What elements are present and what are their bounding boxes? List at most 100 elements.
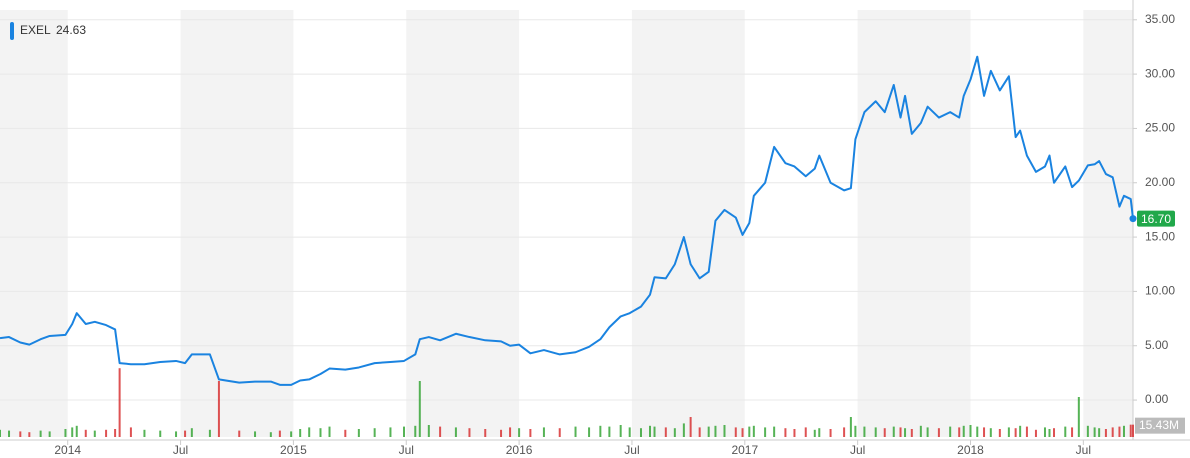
volume-bar	[328, 426, 331, 437]
volume-bar	[114, 429, 117, 437]
volume-bar	[818, 428, 821, 437]
shade-band	[406, 10, 520, 437]
volume-bar	[542, 427, 545, 437]
volume-bar	[518, 428, 521, 437]
volume-bar	[849, 417, 852, 437]
volume-bar	[19, 431, 22, 437]
x-tick-label: 2018	[957, 443, 984, 457]
volume-bar	[39, 430, 42, 437]
volume-bar	[937, 428, 940, 437]
volume-bar	[290, 431, 293, 437]
volume-bar	[1111, 427, 1114, 437]
volume-bar	[682, 423, 685, 437]
volume-bar	[773, 426, 776, 437]
x-tick-label: Jul	[173, 443, 188, 457]
volume-bar	[714, 425, 717, 437]
volume-bar	[1086, 425, 1089, 437]
legend-value: 24.63	[56, 23, 86, 37]
volume-bar	[1019, 425, 1022, 437]
volume-bar	[1077, 397, 1080, 437]
volume-bar	[989, 428, 992, 437]
volume-bar	[574, 426, 577, 437]
volume-bar	[1048, 429, 1051, 437]
volume-bar	[484, 429, 487, 437]
y-tick-label: 10.00	[1145, 284, 1175, 298]
volume-bar	[1129, 424, 1132, 437]
volume-bar	[319, 428, 322, 437]
volume-bar	[608, 426, 611, 437]
volume-bar	[664, 427, 667, 437]
volume-bar	[1118, 426, 1121, 437]
volume-bar	[829, 429, 832, 437]
volume-bar	[454, 427, 457, 437]
volume-bar	[707, 426, 710, 437]
y-tick-label: 30.00	[1145, 66, 1175, 80]
volume-bar	[75, 425, 78, 437]
volume-bar	[748, 426, 751, 437]
volume-bar	[734, 427, 737, 437]
volume-bar	[373, 428, 376, 437]
volume-bar	[402, 426, 405, 437]
volume-bar	[184, 430, 187, 437]
volume-bar	[653, 426, 656, 437]
volume-bar	[357, 429, 360, 437]
volume-bar	[926, 427, 929, 437]
volume-bar	[949, 426, 952, 437]
x-tick-label: 2015	[280, 443, 307, 457]
volume-bar	[439, 426, 442, 437]
x-tick-label: Jul	[1076, 443, 1091, 457]
volume-bar	[71, 427, 74, 437]
volume-bar	[752, 425, 755, 437]
volume-bar	[969, 425, 972, 437]
volume-bar	[784, 428, 787, 437]
volume-bar	[1122, 425, 1125, 437]
volume-bar	[854, 425, 857, 437]
volume-bar	[976, 426, 979, 437]
volume-bar	[764, 427, 767, 437]
volume-bar	[698, 427, 701, 437]
x-tick-label: Jul	[399, 443, 414, 457]
shade-band	[1083, 10, 1133, 437]
volume-bar	[813, 429, 816, 437]
volume-bar	[883, 428, 886, 437]
volume-bar	[143, 429, 146, 437]
volume-bar	[962, 425, 965, 437]
volume-bar	[159, 430, 162, 437]
volume-bar	[190, 428, 193, 437]
volume-bar	[649, 425, 652, 437]
volume-bar	[8, 430, 11, 437]
volume-bar	[509, 427, 512, 437]
x-tick-label: Jul	[850, 443, 865, 457]
volume-bar	[28, 432, 31, 437]
x-tick-label: 2016	[506, 443, 533, 457]
x-tick-label: Jul	[624, 443, 639, 457]
volume-bar	[238, 430, 241, 437]
volume-bar	[904, 428, 907, 437]
volume-bar	[427, 425, 430, 437]
volume-bar	[500, 429, 503, 437]
x-tick-label: 2017	[731, 443, 758, 457]
volume-bar	[269, 432, 272, 437]
volume-bar	[48, 431, 51, 437]
volume-bar	[1093, 427, 1096, 437]
volume-bar	[217, 381, 220, 437]
volume-bar	[414, 425, 417, 437]
volume-bar	[175, 431, 178, 437]
volume-bar	[1071, 427, 1074, 437]
volume-bar	[418, 381, 421, 437]
volume-bar	[344, 429, 347, 437]
volume-bar	[1132, 424, 1134, 437]
volume-bar	[93, 430, 96, 437]
volume-bar	[892, 426, 895, 437]
shade-band	[180, 10, 294, 437]
y-tick-label: 0.00	[1145, 392, 1169, 406]
y-tick-label: 20.00	[1145, 175, 1175, 189]
shade-band	[631, 10, 745, 437]
volume-bar	[998, 429, 1001, 437]
price-line	[0, 55, 1134, 386]
volume-bar	[84, 429, 87, 437]
volume-bar	[588, 427, 591, 437]
volume-bar	[299, 429, 302, 437]
y-tick-label: 35.00	[1145, 12, 1175, 26]
